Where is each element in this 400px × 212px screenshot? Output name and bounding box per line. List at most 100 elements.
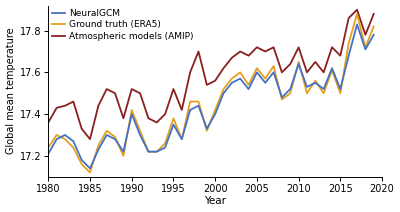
Line: Ground truth (ERA5): Ground truth (ERA5): [48, 14, 374, 173]
Ground truth (ERA5): [230, 77, 234, 80]
NeuralGCM: [54, 138, 59, 140]
NeuralGCM: [79, 159, 84, 161]
Atmospheric models (AMIP): [321, 71, 326, 74]
Ground truth (ERA5): [296, 61, 301, 63]
Atmospheric models (AMIP): [304, 71, 309, 74]
Ground truth (ERA5): [163, 142, 168, 145]
Atmospheric models (AMIP): [221, 67, 226, 70]
Line: Atmospheric models (AMIP): Atmospheric models (AMIP): [48, 10, 374, 139]
Y-axis label: Global mean temperature: Global mean temperature: [6, 28, 16, 155]
Line: NeuralGCM: NeuralGCM: [48, 24, 374, 168]
NeuralGCM: [238, 77, 243, 80]
Ground truth (ERA5): [88, 171, 92, 174]
Ground truth (ERA5): [213, 109, 218, 111]
Atmospheric models (AMIP): [138, 92, 142, 95]
Atmospheric models (AMIP): [288, 63, 293, 65]
NeuralGCM: [88, 167, 92, 170]
Atmospheric models (AMIP): [330, 46, 334, 49]
Ground truth (ERA5): [204, 130, 209, 132]
NeuralGCM: [204, 127, 209, 130]
NeuralGCM: [346, 54, 351, 57]
Ground truth (ERA5): [321, 92, 326, 95]
Ground truth (ERA5): [304, 92, 309, 95]
NeuralGCM: [180, 138, 184, 140]
Ground truth (ERA5): [79, 163, 84, 166]
Atmospheric models (AMIP): [96, 105, 101, 107]
Ground truth (ERA5): [62, 138, 67, 140]
X-axis label: Year: Year: [204, 197, 226, 206]
Atmospheric models (AMIP): [204, 84, 209, 86]
Ground truth (ERA5): [246, 84, 251, 86]
Atmospheric models (AMIP): [313, 61, 318, 63]
Atmospheric models (AMIP): [213, 80, 218, 82]
Ground truth (ERA5): [355, 13, 360, 15]
Ground truth (ERA5): [330, 69, 334, 71]
Atmospheric models (AMIP): [254, 46, 259, 49]
NeuralGCM: [129, 113, 134, 115]
NeuralGCM: [296, 63, 301, 65]
NeuralGCM: [46, 152, 51, 155]
NeuralGCM: [363, 48, 368, 51]
Ground truth (ERA5): [146, 150, 151, 153]
NeuralGCM: [246, 88, 251, 90]
Ground truth (ERA5): [96, 144, 101, 147]
NeuralGCM: [96, 148, 101, 151]
Ground truth (ERA5): [271, 65, 276, 67]
Atmospheric models (AMIP): [263, 50, 268, 53]
Ground truth (ERA5): [338, 92, 343, 95]
NeuralGCM: [321, 88, 326, 90]
NeuralGCM: [230, 82, 234, 84]
Atmospheric models (AMIP): [355, 8, 360, 11]
Atmospheric models (AMIP): [104, 88, 109, 90]
Ground truth (ERA5): [288, 92, 293, 95]
Atmospheric models (AMIP): [54, 107, 59, 109]
Atmospheric models (AMIP): [230, 56, 234, 59]
Atmospheric models (AMIP): [180, 109, 184, 111]
NeuralGCM: [221, 92, 226, 95]
Ground truth (ERA5): [154, 150, 159, 153]
Ground truth (ERA5): [71, 146, 76, 149]
Atmospheric models (AMIP): [79, 127, 84, 130]
Atmospheric models (AMIP): [171, 88, 176, 90]
Ground truth (ERA5): [138, 130, 142, 132]
NeuralGCM: [371, 33, 376, 36]
Legend: NeuralGCM, Ground truth (ERA5), Atmospheric models (AMIP): NeuralGCM, Ground truth (ERA5), Atmosphe…: [51, 8, 194, 42]
Atmospheric models (AMIP): [88, 138, 92, 140]
Ground truth (ERA5): [280, 98, 284, 101]
Ground truth (ERA5): [346, 42, 351, 44]
Atmospheric models (AMIP): [62, 105, 67, 107]
Ground truth (ERA5): [113, 136, 118, 138]
NeuralGCM: [271, 71, 276, 74]
Atmospheric models (AMIP): [121, 117, 126, 120]
Ground truth (ERA5): [180, 138, 184, 140]
Atmospheric models (AMIP): [188, 71, 192, 74]
NeuralGCM: [330, 67, 334, 70]
Atmospheric models (AMIP): [46, 121, 51, 124]
Atmospheric models (AMIP): [163, 113, 168, 115]
NeuralGCM: [154, 150, 159, 153]
Ground truth (ERA5): [121, 155, 126, 157]
NeuralGCM: [138, 134, 142, 136]
Ground truth (ERA5): [54, 134, 59, 136]
NeuralGCM: [338, 88, 343, 90]
Atmospheric models (AMIP): [238, 50, 243, 53]
NeuralGCM: [121, 150, 126, 153]
Ground truth (ERA5): [171, 117, 176, 120]
Atmospheric models (AMIP): [280, 71, 284, 74]
NeuralGCM: [313, 82, 318, 84]
Atmospheric models (AMIP): [363, 33, 368, 36]
Atmospheric models (AMIP): [196, 50, 201, 53]
NeuralGCM: [196, 105, 201, 107]
NeuralGCM: [213, 113, 218, 115]
Ground truth (ERA5): [188, 100, 192, 103]
Ground truth (ERA5): [238, 71, 243, 74]
Atmospheric models (AMIP): [71, 100, 76, 103]
NeuralGCM: [254, 71, 259, 74]
NeuralGCM: [171, 123, 176, 126]
NeuralGCM: [355, 23, 360, 26]
NeuralGCM: [280, 96, 284, 99]
Ground truth (ERA5): [254, 67, 259, 70]
Ground truth (ERA5): [313, 80, 318, 82]
Atmospheric models (AMIP): [346, 17, 351, 19]
Atmospheric models (AMIP): [113, 92, 118, 95]
